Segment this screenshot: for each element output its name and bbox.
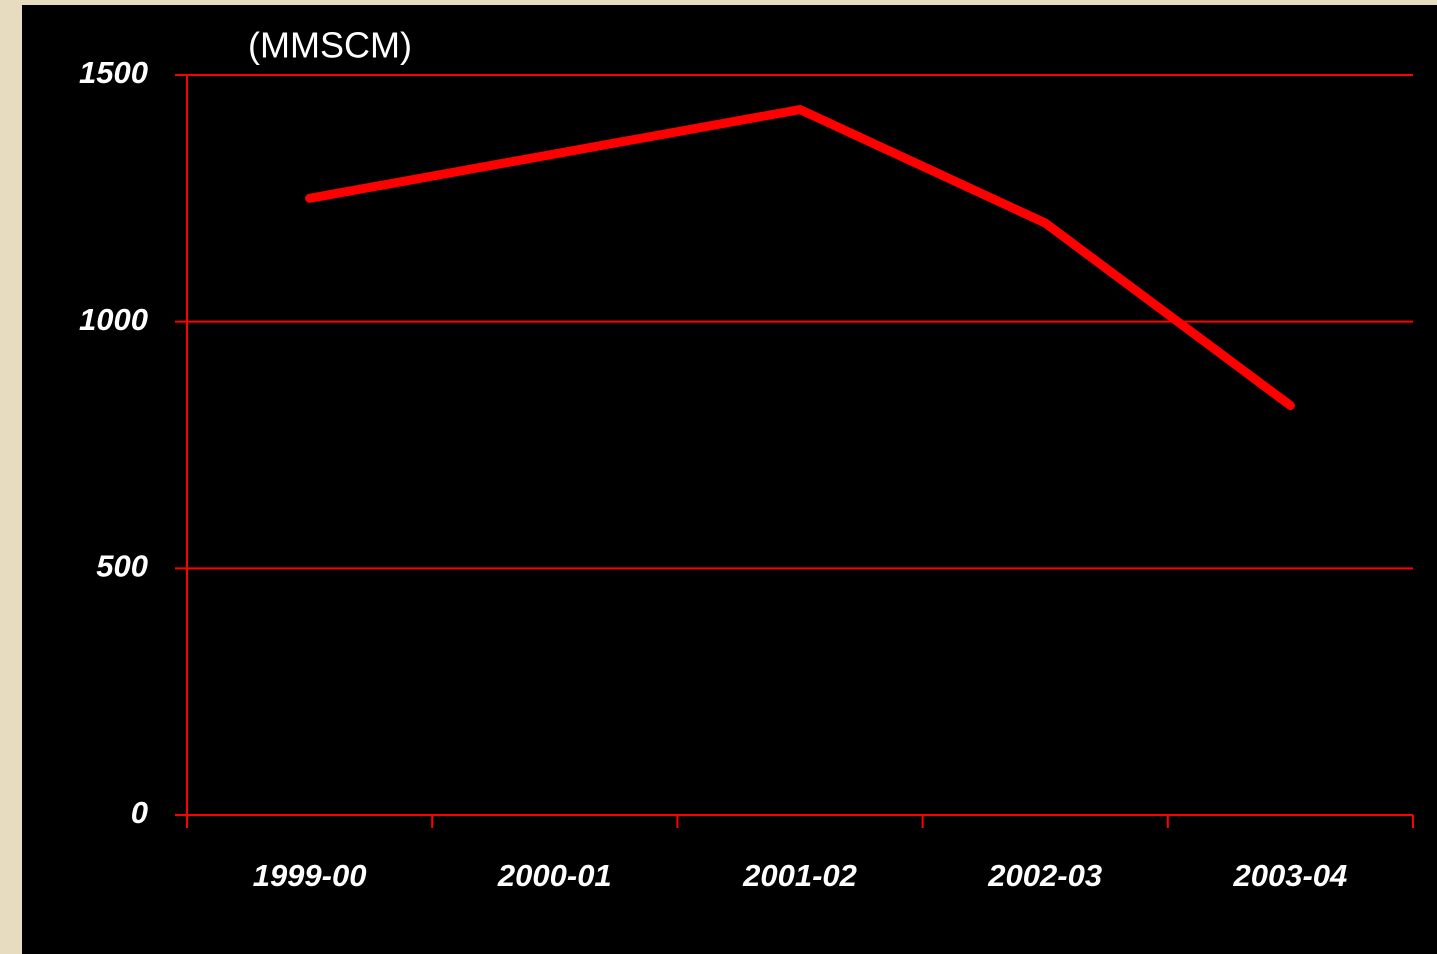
y-tick-label: 1500 xyxy=(79,55,148,90)
data-line xyxy=(305,105,1295,411)
y-axis-label: (MMSCM) xyxy=(248,25,412,66)
x-tick-label: 2002-03 xyxy=(987,858,1102,893)
x-tick-label: 2000-01 xyxy=(497,858,612,893)
y-tick-label: 500 xyxy=(96,549,148,584)
x-tick-label: 1999-00 xyxy=(253,858,367,893)
chart-background xyxy=(22,5,1437,954)
x-tick-label: 2003-04 xyxy=(1233,858,1348,893)
x-tick-label: 2001-02 xyxy=(742,858,857,893)
y-tick-label: 0 xyxy=(131,795,148,830)
y-tick-label: 1000 xyxy=(79,302,148,337)
